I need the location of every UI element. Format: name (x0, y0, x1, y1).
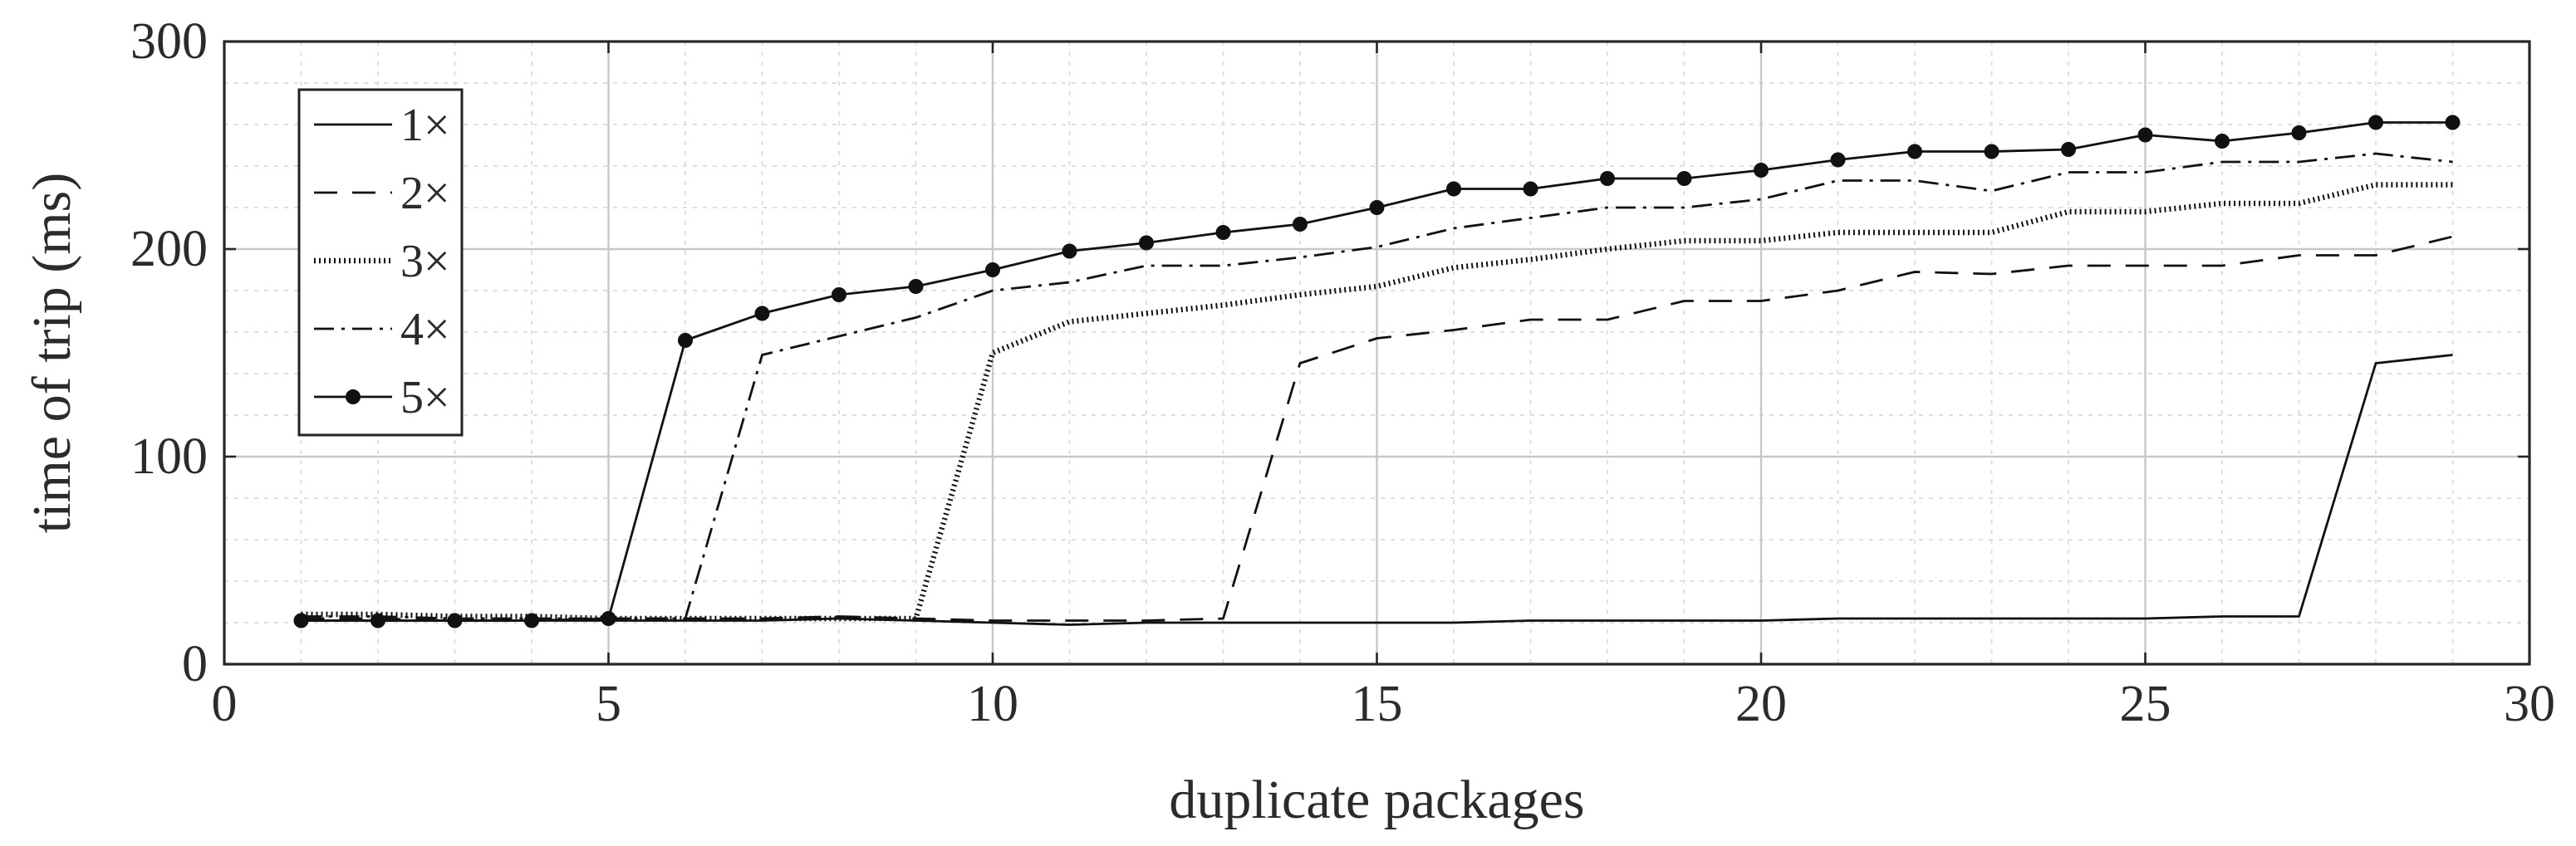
series-5-point (754, 306, 770, 321)
series-5-point (1369, 200, 1385, 215)
series-5-point (1754, 163, 1769, 178)
legend-label-5: 5× (400, 372, 450, 423)
series-5-point (985, 262, 1000, 277)
legend-label-2: 2× (400, 168, 450, 219)
series-5-point (1600, 171, 1615, 186)
grid-layer (223, 40, 2531, 666)
series-line-1 (301, 354, 2453, 626)
y-tick-label: 100 (130, 428, 208, 485)
series-5-point (1293, 217, 1308, 232)
series-5-point (524, 613, 539, 628)
series-5-point (2215, 134, 2230, 149)
x-tick-label: 30 (2504, 676, 2555, 732)
series-line-4 (301, 152, 2453, 620)
series-5-point (678, 333, 693, 348)
x-tick-label: 10 (967, 676, 1018, 732)
series-5-point (1907, 144, 1922, 159)
series-5-point (2368, 115, 2383, 130)
series-5-point (1984, 144, 1999, 159)
legend-marker (346, 389, 361, 404)
legend: 1× 2× 3× 4× 5× (297, 88, 464, 437)
x-tick-label: 0 (212, 676, 238, 732)
series-5-point (447, 613, 463, 628)
y-axis-title: time of trip (ms) (22, 173, 82, 533)
series-5-point (2137, 127, 2153, 143)
y-tick-label: 200 (130, 221, 208, 277)
y-tick-label: 300 (130, 13, 208, 70)
series-5-point (370, 613, 385, 628)
series-5-point (908, 279, 924, 294)
series-5-point (1830, 152, 1846, 168)
series-5-point (601, 611, 616, 626)
series-layer (293, 115, 2461, 628)
series-5-point (1523, 181, 1538, 197)
series-5-point (1446, 181, 1461, 197)
x-tick-label: 15 (1352, 676, 1403, 732)
x-tick-label: 25 (2120, 676, 2171, 732)
series-5-point (2291, 125, 2307, 140)
legend-label-1: 1× (400, 100, 450, 151)
x-axis-title: duplicate packages (1169, 770, 1584, 830)
series-5-point (2445, 115, 2461, 130)
series-5-point (1139, 235, 1154, 251)
legend-label-4: 4× (400, 304, 450, 355)
series-5-point (2061, 142, 2076, 157)
series-5-point (1676, 171, 1692, 186)
series-5-point (832, 287, 846, 302)
x-tick-label: 5 (596, 676, 621, 732)
y-tick-label: 0 (182, 636, 208, 692)
x-tick-label: 20 (1735, 676, 1787, 732)
series-5-point (293, 613, 309, 628)
series-5-point (1062, 243, 1077, 259)
legend-label-3: 3× (400, 236, 450, 287)
series-5-point (1215, 225, 1231, 240)
